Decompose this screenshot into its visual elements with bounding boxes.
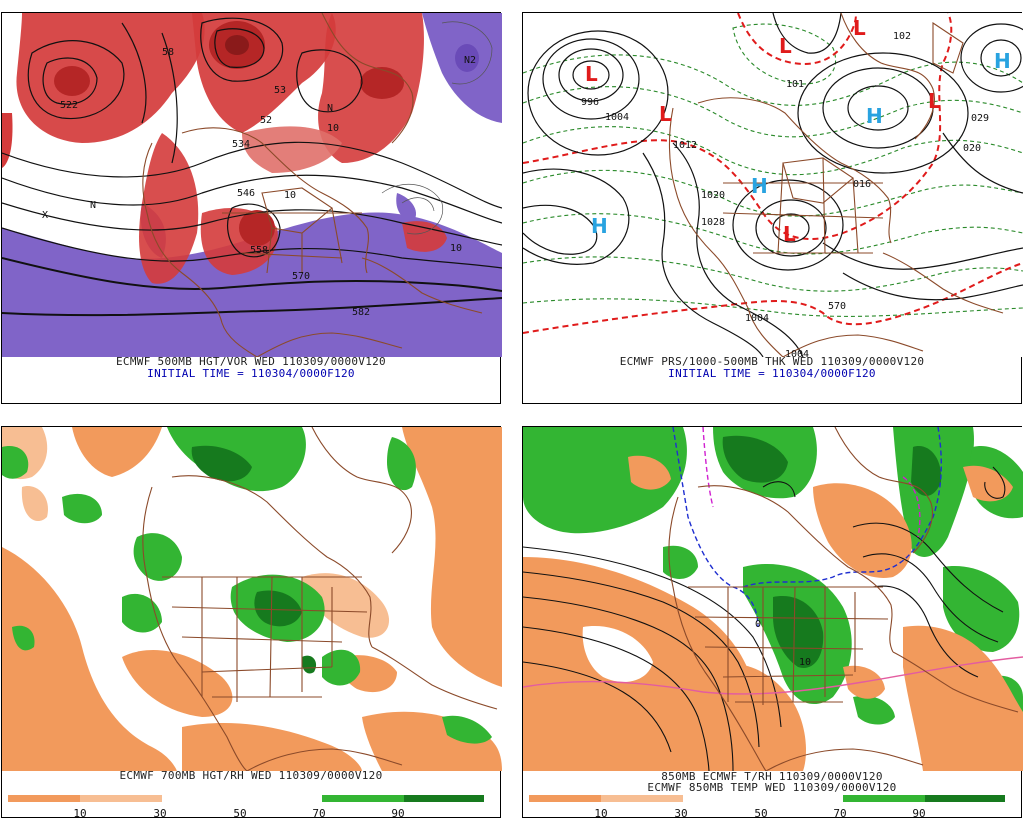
svg-text:10: 10 — [284, 190, 296, 201]
colorbar-label: 90 — [912, 807, 926, 820]
vorticity-field: 522 534 546 558 570 582 10 10 10 N2 N 58… — [2, 13, 502, 357]
colorbar-label: 50 — [233, 807, 247, 820]
rh-field — [2, 427, 502, 771]
svg-text:1004: 1004 — [745, 313, 769, 324]
svg-text:534: 534 — [232, 139, 250, 150]
pressure-labels: 996 1004 1012 1020 1028 1004 1004 029 02… — [581, 31, 989, 357]
svg-text:582: 582 — [352, 307, 370, 318]
high-pressure-icon: H — [751, 174, 768, 198]
svg-text:1028: 1028 — [701, 217, 725, 228]
svg-text:101: 101 — [786, 79, 804, 90]
caption-500mb: ECMWF 500MB HGT/VOR WED 110309/0000V120 — [116, 355, 386, 368]
coastline-map — [668, 427, 1019, 771]
caption-850mb-temp: ECMWF 850MB TEMP WED 110309/0000V120 — [647, 781, 897, 794]
map-500mb-vorticity: 522 534 546 558 570 582 10 10 10 N2 N 58… — [2, 13, 502, 357]
caption-prs-thk-initial: INITIAL TIME = 110304/0000F120 — [668, 367, 876, 380]
svg-text:N2: N2 — [464, 55, 476, 66]
svg-text:996: 996 — [581, 97, 599, 108]
svg-text:N: N — [90, 200, 96, 211]
svg-text:558: 558 — [250, 245, 268, 256]
low-pressure-icon: L — [783, 222, 796, 246]
svg-text:52: 52 — [260, 115, 272, 126]
map-pressure-thickness: 996 1004 1012 1020 1028 1004 1004 029 02… — [523, 13, 1023, 357]
caption-prs-thk: ECMWF PRS/1000-500MB THK WED 110309/0000… — [619, 355, 925, 368]
svg-text:1012: 1012 — [673, 140, 697, 151]
contour-labels: 522 534 546 558 570 582 10 10 10 N2 N 58… — [42, 47, 476, 318]
colorbar-label: 10 — [594, 807, 608, 820]
colorbar-label: 50 — [754, 807, 768, 820]
svg-text:029: 029 — [971, 113, 989, 124]
height-contours — [2, 17, 502, 317]
svg-text:58: 58 — [162, 47, 174, 58]
svg-text:10: 10 — [327, 123, 339, 134]
svg-text:N: N — [327, 103, 333, 114]
low-pressure-icon: L — [928, 89, 941, 113]
panel-700mb-rh: ECMWF 700MB HGT/RH WED 110309/0000V120 1… — [1, 426, 502, 820]
colorbar-label: 90 — [391, 807, 405, 820]
coastline-map — [142, 427, 498, 771]
isobars — [523, 13, 1023, 357]
low-pressure-icon: L — [779, 34, 792, 58]
colorbar-850mb-rh — [529, 795, 1005, 802]
pressure-centers: H H H H L L L L L L — [585, 16, 1011, 246]
svg-text:020: 020 — [963, 143, 981, 154]
svg-text:522: 522 — [60, 100, 78, 111]
colorbar-700mb-rh — [8, 795, 484, 802]
thickness-contours — [523, 23, 1023, 317]
thickness-546-570 — [523, 13, 1023, 334]
temp-labels: 0 10 — [755, 619, 811, 668]
low-pressure-icon: L — [585, 62, 598, 86]
freezing-lines — [523, 427, 1023, 695]
caption-850mb: 850MB ECMWF T/RH 110309/0000V120 — [661, 770, 883, 783]
svg-text:10: 10 — [799, 657, 811, 668]
panel-850mb-temp-rh: 0 10 850MB ECMWF T/RH 110309/0000V120 EC… — [522, 426, 1023, 820]
svg-text:0: 0 — [755, 619, 761, 630]
coastline-map — [668, 13, 1004, 357]
panel-500mb-vorticity: 522 534 546 558 570 582 10 10 10 N2 N 58… — [1, 12, 502, 404]
panel-pressure-thickness: 996 1004 1012 1020 1028 1004 1004 029 02… — [522, 12, 1023, 404]
svg-text:102: 102 — [893, 31, 911, 42]
temp-rh-field: 0 10 — [523, 427, 1023, 771]
svg-text:570: 570 — [828, 301, 846, 312]
colorbar-label: 70 — [312, 807, 326, 820]
svg-text:10: 10 — [450, 243, 462, 254]
svg-text:1004: 1004 — [785, 349, 809, 357]
colorbar-label: 30 — [674, 807, 688, 820]
coastline-map — [142, 13, 483, 357]
svg-text:1004: 1004 — [605, 112, 629, 123]
svg-text:X: X — [42, 210, 48, 221]
map-850mb-temp-rh: 0 10 — [523, 427, 1023, 771]
colorbar-label: 70 — [833, 807, 847, 820]
map-700mb-rh — [2, 427, 502, 771]
low-pressure-icon: L — [853, 16, 866, 40]
pressure-field: 996 1004 1012 1020 1028 1004 1004 029 02… — [523, 13, 1023, 357]
high-pressure-icon: H — [866, 104, 883, 128]
low-pressure-icon: L — [659, 102, 672, 126]
svg-text:570: 570 — [292, 271, 310, 282]
high-pressure-icon: H — [591, 214, 608, 238]
svg-text:53: 53 — [274, 85, 286, 96]
svg-text:546: 546 — [237, 188, 255, 199]
colorbar-label: 10 — [73, 807, 87, 820]
svg-text:1020: 1020 — [701, 190, 725, 201]
svg-text:016: 016 — [853, 179, 871, 190]
colorbar-label: 30 — [153, 807, 167, 820]
high-pressure-icon: H — [994, 49, 1011, 73]
caption-700mb: ECMWF 700MB HGT/RH WED 110309/0000V120 — [119, 769, 383, 782]
caption-500mb-initial: INITIAL TIME = 110304/0000F120 — [147, 367, 355, 380]
